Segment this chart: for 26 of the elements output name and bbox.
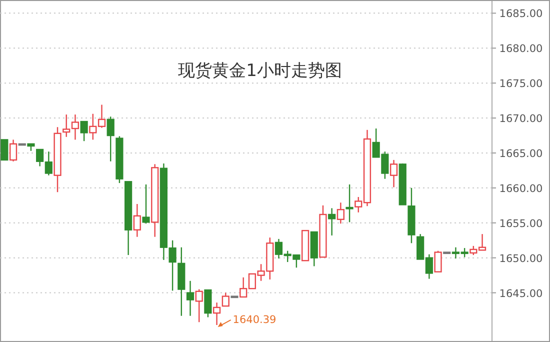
y-tick-label: 1680.00 xyxy=(499,43,543,56)
candlestick xyxy=(80,120,88,142)
y-tick-label: 1645.00 xyxy=(499,288,543,300)
y-tick-label: 1660.00 xyxy=(499,182,543,195)
y-tick-label: 1665.00 xyxy=(499,148,543,160)
y-tick-label: 1685.00 xyxy=(499,8,543,20)
y-tick-label: 1675.00 xyxy=(499,78,543,90)
candlestick xyxy=(0,139,8,161)
candlestick xyxy=(434,250,442,272)
candlestick xyxy=(142,184,150,224)
candlestick xyxy=(204,289,212,318)
y-tick-label: 1655.00 xyxy=(499,218,543,230)
candlestick xyxy=(328,208,336,236)
candlestick xyxy=(133,203,141,238)
candlestick xyxy=(106,116,114,162)
y-tick-label: 1670.00 xyxy=(499,113,543,126)
candlestick xyxy=(390,159,398,188)
candlestick xyxy=(195,288,203,323)
candlestick xyxy=(336,202,344,224)
candlestick xyxy=(9,139,18,162)
annotation: 1640.39 xyxy=(232,314,276,326)
candlestick xyxy=(346,184,354,223)
candlestick xyxy=(222,292,230,307)
candlestick xyxy=(186,280,194,316)
y-tick-label: 1650.00 xyxy=(499,252,543,265)
text: 现货黄金1小时走势图 xyxy=(178,61,342,81)
